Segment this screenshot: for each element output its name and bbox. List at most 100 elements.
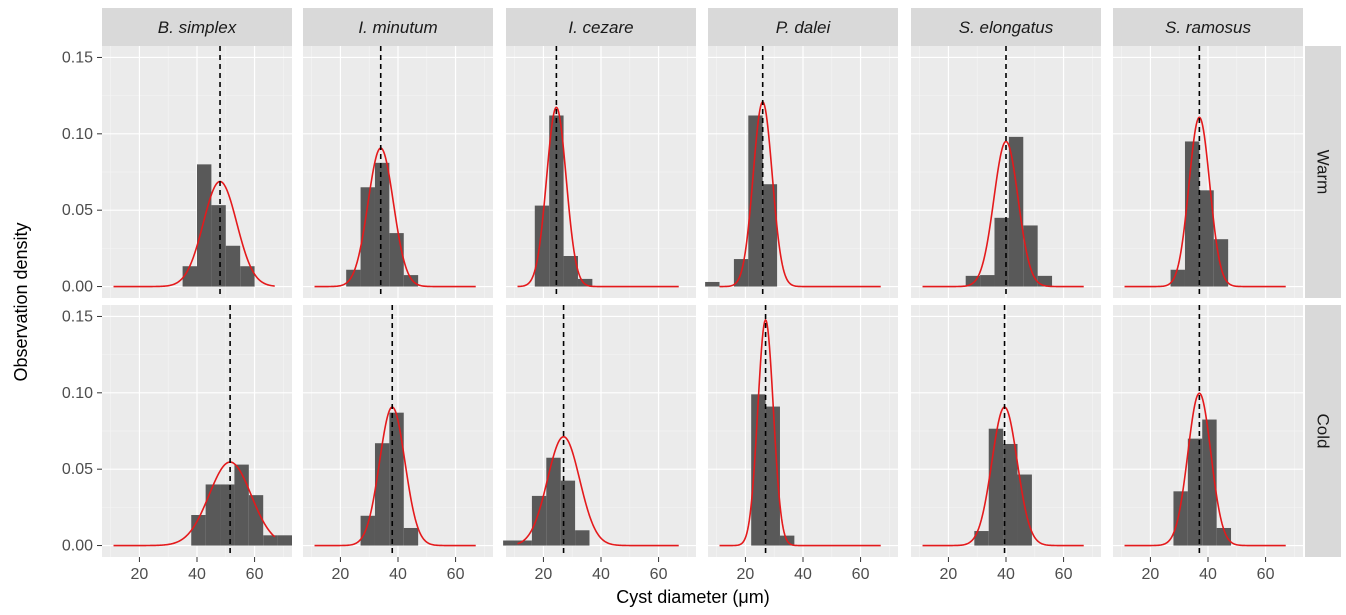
strip-label: I. cezare bbox=[568, 18, 633, 37]
normal-curve bbox=[719, 318, 881, 547]
normal-curve bbox=[517, 435, 679, 547]
histogram-bar bbox=[182, 266, 197, 287]
x-tick-label: 20 bbox=[940, 566, 958, 583]
histogram-bar bbox=[277, 535, 292, 546]
histogram-bar bbox=[575, 530, 590, 546]
histogram-bar bbox=[374, 443, 390, 546]
normal-curve bbox=[1124, 116, 1286, 288]
histogram-bar bbox=[1184, 141, 1200, 287]
x-tick-label: 40 bbox=[794, 566, 812, 583]
y-tick-label: 0.05 bbox=[62, 202, 93, 219]
normal-curve bbox=[922, 406, 1084, 547]
panel-s-ramosus-warm bbox=[1113, 46, 1303, 298]
strip-s-ramosus: S. ramosus bbox=[1113, 8, 1303, 46]
histogram-bar bbox=[762, 184, 778, 287]
x-tick-label: 60 bbox=[650, 566, 668, 583]
panel-p-dalei-cold bbox=[708, 305, 898, 557]
normal-curve bbox=[113, 461, 276, 547]
histogram-bar bbox=[1023, 225, 1038, 287]
strip-bg bbox=[1305, 46, 1341, 298]
panel-b-simplex-cold bbox=[102, 305, 292, 557]
y-tick-label: 0.10 bbox=[62, 385, 93, 402]
panel-s-elongatus-cold bbox=[911, 305, 1101, 557]
histogram-bar bbox=[503, 540, 518, 546]
strip-bg bbox=[506, 8, 696, 46]
panel-b-simplex-warm bbox=[102, 46, 292, 298]
x-tick-label: 40 bbox=[389, 566, 407, 583]
x-tick-label: 60 bbox=[1257, 566, 1275, 583]
x-tick-label: 60 bbox=[447, 566, 465, 583]
strip-cold: Cold bbox=[1305, 305, 1341, 557]
histogram-bar bbox=[1173, 491, 1188, 546]
histogram-bar bbox=[988, 428, 1004, 546]
strip-label: I. minutum bbox=[358, 18, 437, 37]
strip-bg bbox=[1305, 305, 1341, 557]
x-tick-label: 20 bbox=[131, 566, 149, 583]
histogram-bar bbox=[346, 269, 361, 287]
histogram-bar bbox=[1187, 438, 1203, 546]
strip-bg bbox=[102, 8, 292, 46]
x-tick-label: 40 bbox=[997, 566, 1015, 583]
histogram-bar bbox=[403, 527, 419, 546]
panel-i-cezare-cold bbox=[503, 305, 696, 557]
histogram-bar bbox=[360, 187, 375, 287]
y-tick-label: 0.05 bbox=[62, 461, 93, 478]
panel-i-minutum-cold bbox=[303, 305, 493, 557]
x-tick-label: 40 bbox=[188, 566, 206, 583]
strip-bg bbox=[303, 8, 493, 46]
y-tick-label: 0.00 bbox=[62, 279, 93, 296]
strip-i-cezare: I. cezare bbox=[506, 8, 696, 46]
x-tick-label: 20 bbox=[737, 566, 755, 583]
histogram-bar bbox=[205, 484, 221, 546]
histogram-bar bbox=[980, 275, 995, 287]
normal-curve bbox=[314, 147, 476, 288]
x-tick-label: 60 bbox=[246, 566, 264, 583]
strip-s-elongatus: S. elongatus bbox=[911, 8, 1101, 46]
x-axis: 20 40 60 20 40 60 20 40 60 20 40 60 20 40 60 20 40 60 bbox=[131, 557, 1275, 583]
histogram-bar bbox=[705, 281, 720, 287]
histogram-bar bbox=[531, 495, 547, 546]
strip-bg bbox=[1113, 8, 1303, 46]
panel-s-ramosus-cold bbox=[1113, 305, 1303, 557]
histogram-bar bbox=[1008, 136, 1024, 287]
histogram-bar bbox=[748, 115, 763, 287]
histogram-bar bbox=[751, 394, 766, 546]
histogram-bar bbox=[197, 164, 212, 287]
y-tick-label: 0.00 bbox=[62, 538, 93, 555]
histogram-bar bbox=[225, 245, 241, 287]
histogram-bar bbox=[974, 531, 989, 546]
histogram-bar bbox=[577, 278, 593, 287]
x-tick-label: 20 bbox=[332, 566, 350, 583]
strip-b-simplex: B. simplex bbox=[102, 8, 292, 46]
normal-curve bbox=[113, 180, 275, 288]
normal-curve bbox=[517, 106, 679, 288]
histogram-bar bbox=[1170, 269, 1185, 287]
histogram-bar bbox=[517, 540, 532, 546]
histogram-bar bbox=[1216, 527, 1232, 546]
strip-label: B. simplex bbox=[158, 18, 237, 37]
panel-s-elongatus-warm bbox=[911, 46, 1101, 298]
histogram-bar bbox=[1037, 275, 1053, 287]
strip-label: S. elongatus bbox=[959, 18, 1054, 37]
y-tick-label: 0.15 bbox=[62, 49, 93, 66]
histogram-bar bbox=[765, 406, 780, 546]
panel-i-cezare-warm bbox=[506, 46, 696, 298]
histogram-bar bbox=[240, 266, 255, 287]
panel-p-dalei-warm bbox=[705, 46, 898, 298]
panels bbox=[102, 46, 1303, 557]
panel-i-minutum-warm bbox=[303, 46, 493, 298]
strip-warm: Warm bbox=[1305, 46, 1341, 298]
histogram-bar bbox=[263, 535, 278, 546]
x-tick-label: 60 bbox=[1055, 566, 1073, 583]
histogram-bar bbox=[1202, 419, 1217, 546]
histogram-bar bbox=[403, 275, 419, 287]
histogram-bar bbox=[211, 205, 226, 287]
x-axis-title: Cyst diameter (μm) bbox=[616, 587, 769, 607]
histogram-bar bbox=[534, 205, 550, 287]
strip-label: P. dalei bbox=[776, 18, 832, 37]
histogram-bar bbox=[563, 256, 578, 287]
normal-curve bbox=[314, 406, 476, 547]
histogram-bar bbox=[1003, 443, 1018, 546]
strip-bg bbox=[911, 8, 1101, 46]
strip-label: S. ramosus bbox=[1165, 18, 1251, 37]
